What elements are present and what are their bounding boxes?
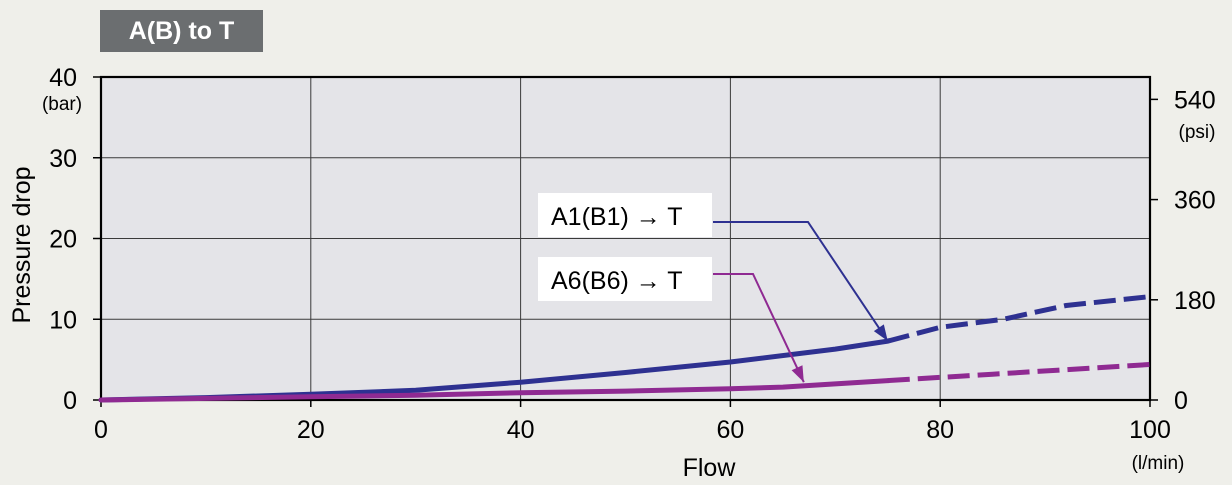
a1-b1-callout-box <box>538 193 712 237</box>
x-tick-label: 40 <box>507 416 535 444</box>
y-tick-label: 30 <box>49 145 77 173</box>
a1-b1-callout-label: A1(B1) → T <box>551 203 683 231</box>
x-axis-label: Flow <box>683 454 737 482</box>
y-tick-label: 10 <box>49 306 77 334</box>
y2-tick-label: 180 <box>1174 287 1216 315</box>
y2-tick-label: 360 <box>1174 187 1216 215</box>
y-unit-label: (bar) <box>42 94 82 115</box>
plot-frame <box>99 75 1152 402</box>
axis-labels: (bar) (psi) Flow (l/min) Pressure drop <box>8 94 1215 482</box>
callouts: A1(B1) → T A6(B6) → T <box>538 193 889 383</box>
x-tick-label: 20 <box>297 416 325 444</box>
a6-b6-arrowhead <box>791 365 804 383</box>
y2-unit-label: (psi) <box>1179 122 1216 143</box>
y-axis-label: Pressure drop <box>8 166 36 323</box>
y2-tick-label: 0 <box>1174 387 1188 415</box>
a6-b6-leader-line <box>713 273 805 383</box>
x-tick-label: 100 <box>1129 416 1171 444</box>
y-tick-label: 20 <box>49 226 77 254</box>
x-tick-label: 60 <box>716 416 744 444</box>
y2-tick-label: 540 <box>1174 86 1216 114</box>
series-2-dashed-line <box>887 362 1151 384</box>
a6-b6-callout-label: A6(B6) → T <box>551 267 683 295</box>
a1-b1-leader-line <box>713 221 889 342</box>
series-2-solid-line <box>98 378 891 403</box>
series-1-dashed-line <box>887 294 1151 344</box>
y-tick-label: 40 <box>49 64 77 92</box>
x-tick-label: 0 <box>94 416 108 444</box>
y-tick-label: 0 <box>63 387 77 415</box>
series-lines <box>98 294 1151 403</box>
a6-b6-callout-box <box>538 257 712 301</box>
x-tick-label: 80 <box>926 416 954 444</box>
a1-b1-arrowhead <box>873 324 888 342</box>
grid <box>101 77 1150 400</box>
x-unit-label: (l/min) <box>1132 453 1185 474</box>
chart-title: A(B) to T <box>100 10 263 52</box>
